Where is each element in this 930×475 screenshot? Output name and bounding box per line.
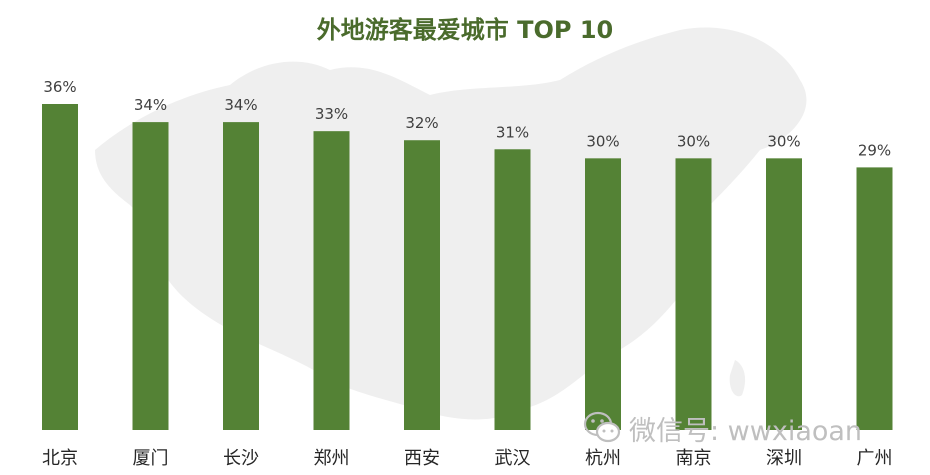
category-label-6: 杭州: [585, 448, 621, 469]
category-label-9: 广州: [857, 448, 893, 469]
bar-0: [42, 104, 78, 430]
value-label-9: 29%: [858, 141, 891, 159]
watermark: 微信号: wwxiaoan: [583, 408, 862, 448]
value-label-8: 30%: [767, 132, 800, 150]
category-label-7: 南京: [676, 448, 712, 469]
value-label-5: 31%: [496, 123, 529, 141]
category-label-3: 郑州: [314, 448, 350, 469]
category-label-5: 武汉: [495, 448, 531, 469]
bar-8: [766, 158, 802, 431]
map-island: [729, 360, 746, 397]
value-label-2: 34%: [224, 96, 257, 114]
bar-5: [494, 149, 531, 430]
category-label-0: 北京: [42, 448, 78, 469]
category-label-8: 深圳: [766, 448, 802, 469]
value-label-3: 33%: [315, 105, 348, 123]
map-silhouette: [95, 27, 807, 420]
bar-3: [313, 131, 350, 430]
bar-4: [404, 140, 440, 430]
value-label-1: 34%: [134, 96, 167, 114]
bar-1: [132, 122, 169, 430]
value-label-6: 30%: [586, 132, 619, 150]
watermark-text: 微信号: wwxiaoan: [629, 415, 863, 447]
bar-6: [585, 158, 621, 431]
category-label-1: 厦门: [133, 448, 169, 469]
value-label-4: 32%: [405, 114, 438, 132]
category-label-2: 长沙: [223, 448, 259, 469]
chart-title: 外地游客最爱城市 TOP 10: [316, 16, 614, 44]
value-label-7: 30%: [677, 132, 710, 150]
bar-2: [223, 122, 259, 430]
bar-7: [675, 158, 712, 431]
category-label-4: 西安: [404, 448, 440, 469]
value-label-0: 36%: [43, 78, 76, 96]
wechat-icon: [583, 411, 621, 443]
bar-9: [856, 167, 893, 430]
